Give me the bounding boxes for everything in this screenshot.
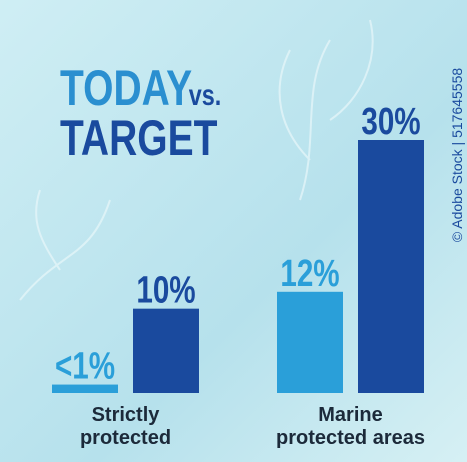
bar bbox=[133, 308, 199, 393]
value-label: 10% bbox=[136, 269, 195, 311]
value-label-group: 12% bbox=[280, 252, 339, 294]
title: TODAY vs. TARGET bbox=[60, 59, 221, 166]
value-label: 12% bbox=[280, 252, 339, 294]
title-vs: vs. bbox=[189, 78, 222, 111]
bar bbox=[52, 384, 118, 393]
category-label: Marine bbox=[318, 404, 382, 426]
coral-decoration bbox=[19, 19, 374, 301]
value-label-group: <1% bbox=[55, 345, 115, 387]
value-label: 30% bbox=[361, 101, 420, 143]
title-target: TARGET bbox=[60, 109, 217, 166]
category-label: protected areas bbox=[276, 427, 425, 449]
bar bbox=[277, 291, 343, 393]
title-today: TODAY bbox=[60, 59, 192, 116]
value-label-group: 30% bbox=[361, 101, 420, 143]
value-label: <1% bbox=[55, 345, 115, 387]
bar bbox=[358, 140, 424, 393]
credit: © Adobe Stock | 517645558 bbox=[449, 68, 465, 243]
category-label: protected bbox=[80, 427, 171, 449]
category-label: Strictly bbox=[92, 404, 161, 426]
value-label-group: 10% bbox=[136, 269, 195, 311]
